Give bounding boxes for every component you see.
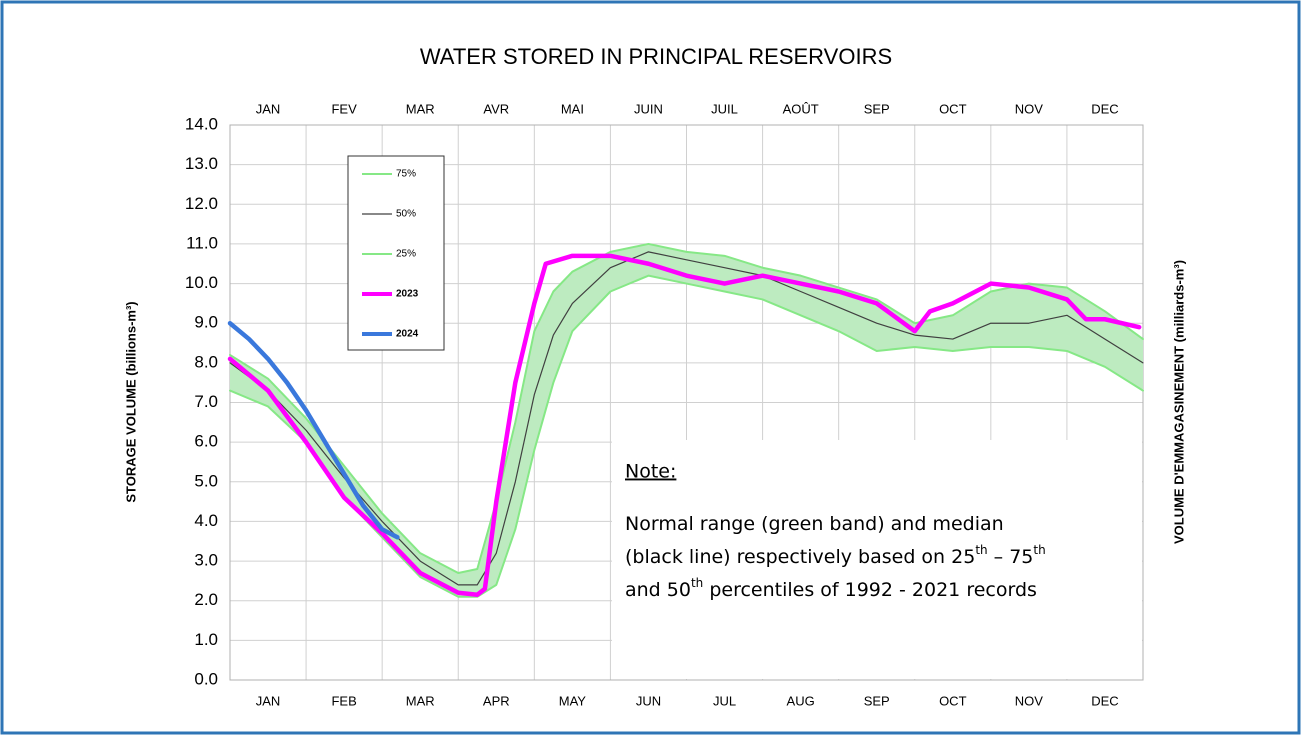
series-line (229, 242, 1144, 574)
x-top-tick-label: NOV (1015, 101, 1044, 116)
x-tick-label: DEC (1091, 693, 1118, 708)
legend-label: 25% (396, 249, 416, 260)
series-line (229, 274, 1144, 598)
x-top-tick-label: JUIL (711, 101, 738, 116)
x-tick-label: AUG (787, 693, 815, 708)
y-tick-label: 13.0 (185, 154, 218, 173)
x-top-tick-label: MAI (561, 101, 584, 116)
note-text: and 50 (625, 579, 691, 601)
y-tick-label: 4.0 (194, 511, 218, 530)
legend-label: 50% (396, 209, 416, 220)
legend-label: 2023 (396, 289, 419, 300)
y-tick-label: 7.0 (194, 392, 218, 411)
x-tick-label: OCT (939, 693, 967, 708)
chart-title: WATER STORED IN PRINCIPAL RESERVOIRS (420, 44, 892, 69)
y-tick-label: 5.0 (194, 471, 218, 490)
note-title: Note: (625, 461, 676, 483)
note-line: (black line) respectively based on 25th … (625, 543, 1046, 568)
y-tick-label: 12.0 (185, 194, 218, 213)
x-top-tick-label: SEP (864, 101, 890, 116)
x-top-tick-label: FEV (331, 101, 357, 116)
plot-border (229, 124, 1144, 681)
series-line (227, 253, 1142, 598)
y2-axis-label: VOLUME D'EMMAGASINEMENT (milliards-m³) (1171, 260, 1186, 544)
x-tick-label: FEB (331, 693, 356, 708)
note-text: th (691, 576, 703, 590)
note-text: (black line) respectively based on 25 (625, 546, 975, 568)
y-tick-label: 3.0 (194, 551, 218, 570)
x-tick-label: SEP (864, 693, 890, 708)
legend-label: 2024 (396, 329, 419, 340)
x-top-tick-label: JAN (256, 101, 281, 116)
note-text: th (1033, 543, 1045, 557)
note-line: and 50th percentiles of 1992 - 2021 reco… (625, 576, 1037, 601)
x-top-tick-label: JUIN (634, 101, 663, 116)
x-top-tick-label: DEC (1091, 101, 1118, 116)
x-tick-label: JUL (713, 693, 736, 708)
x-tick-label: NOV (1015, 693, 1044, 708)
x-tick-label: MAY (559, 693, 587, 708)
x-top-tick-label: AVR (483, 101, 509, 116)
note-text: th (975, 543, 987, 557)
x-top-tick-label: MAR (406, 101, 435, 116)
note-line: Normal range (green band) and median (625, 513, 1004, 535)
y-tick-label: 8.0 (194, 352, 218, 371)
y-tick-label: 14.0 (185, 114, 218, 133)
y-tick-label: 11.0 (186, 233, 218, 252)
y-axis-label: STORAGE VOLUME (billions-m³) (123, 301, 138, 502)
note-background (612, 440, 1142, 679)
y-tick-label: 2.0 (194, 590, 218, 609)
y-tick-label: 1.0 (194, 630, 218, 649)
legend-label: 75% (396, 169, 416, 180)
x-top-tick-label: AOÛT (783, 101, 819, 116)
y-tick-label: 0.0 (194, 669, 218, 688)
x-tick-label: MAR (406, 693, 435, 708)
y-tick-label: 9.0 (194, 313, 218, 332)
note-text: percentiles of 1992 - 2021 records (703, 579, 1037, 601)
note-text: – 75 (988, 546, 1034, 568)
x-tick-label: JAN (256, 693, 281, 708)
note-text: Normal range (green band) and median (625, 513, 1004, 535)
x-top-tick-label: OCT (939, 101, 967, 116)
x-tick-label: APR (483, 693, 510, 708)
x-tick-label: JUN (636, 693, 661, 708)
y-tick-label: 10.0 (185, 273, 218, 292)
series-line (227, 320, 400, 540)
y-tick-label: 6.0 (194, 432, 218, 451)
